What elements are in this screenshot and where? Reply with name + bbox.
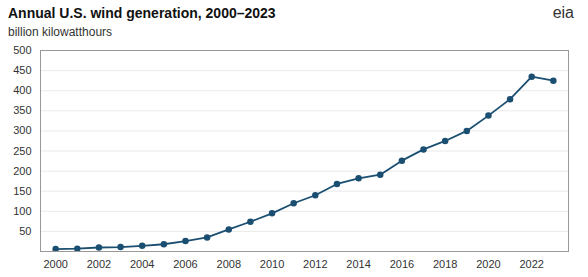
svg-text:2008: 2008 [217, 258, 241, 270]
svg-text:2014: 2014 [346, 258, 370, 270]
svg-text:2002: 2002 [87, 258, 111, 270]
svg-text:250: 250 [13, 145, 31, 157]
svg-text:400: 400 [13, 84, 31, 96]
svg-text:150: 150 [13, 185, 31, 197]
svg-text:2018: 2018 [433, 258, 457, 270]
svg-text:450: 450 [13, 64, 31, 76]
html-text:Annual U.S. wind generation, 2: Annual U.S. wind generation, 2000–2023 [8, 5, 276, 21]
svg-text:2016: 2016 [390, 258, 414, 270]
html-text:billion kilowatthours: billion kilowatthours [8, 25, 113, 39]
svg-text:2006: 2006 [173, 258, 197, 270]
svg-text:200: 200 [13, 165, 31, 177]
svg-text:2020: 2020 [476, 258, 500, 270]
html-text:eia: eia [552, 4, 574, 21]
svg-text:2000: 2000 [43, 258, 67, 270]
svg-text:300: 300 [13, 124, 31, 136]
svg-text:2022: 2022 [519, 258, 543, 270]
svg-text:50: 50 [19, 225, 31, 237]
svg-text:500: 500 [13, 44, 31, 56]
svg-text:2004: 2004 [130, 258, 154, 270]
svg-text:2012: 2012 [303, 258, 327, 270]
svg-text:350: 350 [13, 104, 31, 116]
svg-text:2010: 2010 [260, 258, 284, 270]
svg-text:100: 100 [13, 205, 31, 217]
